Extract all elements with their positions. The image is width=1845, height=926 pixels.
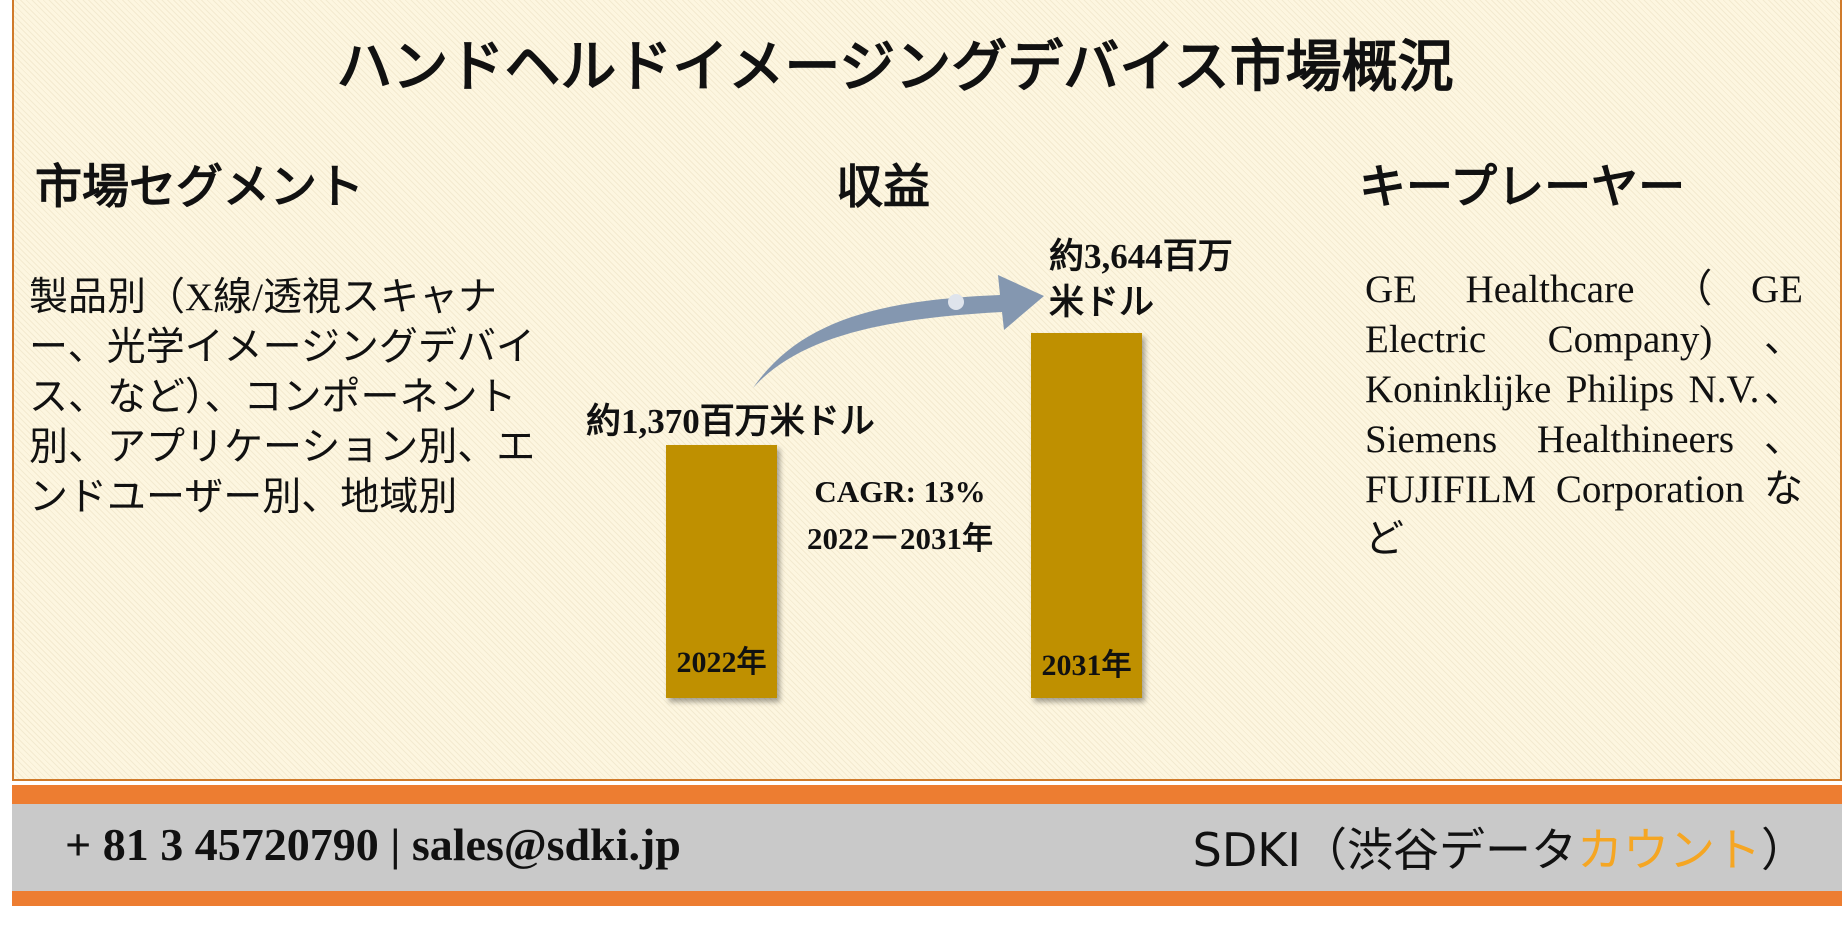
brand: SDKI（渋谷データカウント） [1193, 814, 1807, 880]
bar-2022 [666, 445, 777, 698]
brand-highlight: カウント [1577, 823, 1761, 877]
year-label: 2031年 [1041, 649, 1132, 682]
contact: + 81 3 45720790 | sales@sdki.jp [65, 819, 681, 870]
footer-band [12, 785, 1842, 804]
arrow-dot [948, 294, 964, 310]
year-label: 2022年 [676, 646, 767, 679]
value-label: 約1,370百万米ドル [586, 402, 875, 441]
cagr-label: CAGR: 13% [814, 474, 986, 509]
players-text: GE Healthcare（GE Electric Company)、Konin… [1365, 268, 1803, 561]
segment-text: 製品別（X線/透視スキャナー、光学イメージングデバイス、など）、コンポーネント別… [29, 276, 536, 519]
brand-name: SDKI（渋谷データ [1192, 823, 1577, 877]
bar-2031 [1031, 333, 1142, 698]
footer-band [12, 891, 1842, 906]
content-panel [12, 0, 1842, 781]
brand-close: ） [1761, 823, 1807, 877]
growth-arrow [753, 275, 1044, 388]
cagr-period: 2022－2031年 [807, 521, 993, 556]
revenue-heading: 収益 [836, 162, 930, 214]
page-title: ハンドヘルドイメージングデバイス市場概況 [336, 37, 1454, 99]
value-label: 約3,644百万米ドル [1049, 237, 1233, 322]
footer-bar [12, 804, 1842, 891]
players-heading: キープレーヤー [1359, 162, 1686, 214]
segment-heading: 市場セグメント [35, 162, 364, 214]
